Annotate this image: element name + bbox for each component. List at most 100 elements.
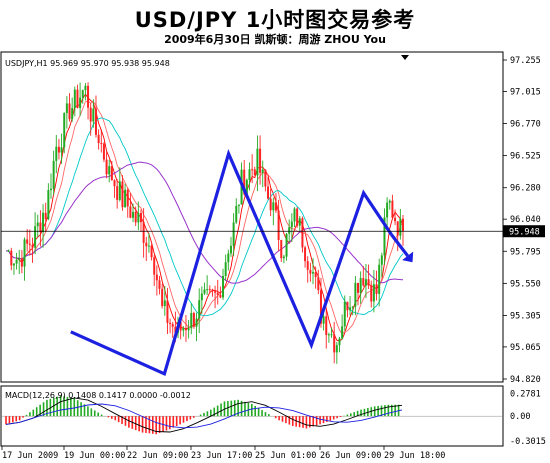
candle-body [71, 108, 74, 120]
macd-histogram-bar [206, 411, 209, 417]
price-tick-label: 96.040 [510, 215, 541, 225]
macd-histogram-bar [326, 416, 328, 422]
macd-histogram-bar [134, 416, 137, 431]
macd-histogram-bar [83, 404, 86, 417]
macd-tick-label: 0.2781 [510, 389, 541, 399]
macd-histogram-bar [42, 402, 45, 417]
macd-histogram-bar [213, 407, 216, 417]
macd-histogram-bar [186, 416, 188, 422]
time-tick-label: 19 Jun 00:00 [64, 451, 125, 461]
candle-body [153, 257, 156, 275]
candle-body [290, 221, 293, 228]
macd-histogram-bar [240, 400, 243, 417]
macd-histogram-bar [138, 416, 140, 432]
macd-histogram-bar [179, 416, 181, 425]
macd-histogram-bar [230, 400, 233, 417]
macd-histogram-bar [387, 404, 390, 417]
macd-histogram-bar [141, 416, 144, 433]
candle-body [200, 293, 203, 301]
macd-histogram-bar [66, 396, 69, 417]
macd-histogram-bar [353, 412, 356, 417]
chart-title: USD/JPY 1小时图交易参考 [134, 8, 416, 32]
candle-body [124, 189, 127, 208]
candle-body [219, 294, 222, 298]
candle-body [97, 134, 100, 144]
candle-body [288, 227, 291, 234]
chart-subtitle: 2009年6月30日 凯斯顿：周游 ZHOU You [164, 33, 386, 46]
macd-histogram-bar [285, 416, 287, 424]
candle-body [166, 300, 169, 323]
time-tick-label: 26 Jun 09:00 [320, 451, 381, 461]
candle-body [380, 255, 383, 265]
candle-body [31, 244, 34, 248]
macd-histogram-bar [360, 409, 362, 417]
macd-histogram-bar [288, 416, 291, 425]
candle-body [229, 245, 232, 254]
candle-body [192, 313, 195, 327]
macd-histogram-bar [394, 404, 396, 417]
macd-histogram-bar [124, 416, 127, 426]
candle-body [68, 103, 71, 120]
candle-body [388, 200, 391, 203]
candle-body [108, 166, 111, 175]
candle-body [76, 89, 79, 108]
candle-body [84, 85, 87, 91]
candle-body [253, 169, 256, 176]
zigzag-arrow-head [402, 251, 414, 263]
macd-histogram-bar [356, 410, 359, 417]
macd-histogram-bar [39, 404, 41, 417]
candle-body [118, 181, 121, 200]
candle-body [243, 169, 246, 195]
candle-body [126, 189, 129, 207]
macd-histogram-bar [8, 416, 11, 424]
candle-body [325, 316, 328, 335]
macd-histogram-bar [15, 416, 18, 422]
macd-histogram-bar [175, 416, 178, 426]
candle-body [338, 338, 341, 346]
candle-body [312, 272, 315, 274]
macd-histogram-bar [87, 406, 89, 417]
macd-histogram-bar [302, 416, 304, 428]
candle-body [129, 206, 132, 218]
candle-body [383, 217, 386, 256]
candle-body [87, 85, 90, 108]
candle-body [248, 169, 251, 180]
candle-body [110, 166, 113, 181]
price-tick-label: 95.550 [510, 279, 541, 289]
macd-histogram-bar [32, 409, 35, 417]
candle-body [23, 239, 26, 267]
candle-body [296, 208, 299, 226]
price-tick-label: 95.795 [510, 247, 541, 257]
candle-body [158, 280, 161, 289]
candle-body [251, 169, 254, 171]
macd-histogram-bar [76, 400, 79, 417]
macd-histogram-bar [158, 416, 161, 433]
candle-body [187, 328, 190, 331]
candle-body [26, 239, 29, 244]
moving-average-line [5, 161, 404, 284]
macd-histogram-bar [227, 401, 229, 417]
candle-body [18, 258, 21, 260]
candle-body [351, 306, 354, 308]
macd-bars: 0.2781 0.00 -0.3015 [1, 389, 546, 447]
macd-histogram-bar [237, 399, 239, 417]
candle-body [150, 245, 153, 258]
candle-body [298, 218, 301, 226]
candle-body [269, 198, 272, 211]
macd-histogram-bar [5, 416, 7, 425]
macd-histogram-bar [52, 397, 55, 417]
candle-body [301, 218, 304, 248]
candle-body [102, 143, 105, 160]
macd-histogram-bar [169, 416, 171, 430]
macd-histogram-bar [295, 416, 297, 427]
candle-body [73, 89, 76, 109]
macd-histogram-bar [281, 416, 284, 422]
macd-histogram-bar [93, 410, 96, 417]
candle-body [317, 277, 320, 291]
macd-histogram-bar [151, 416, 154, 434]
macd-histogram-bar [59, 395, 62, 417]
candle-body [357, 282, 360, 293]
macd-histogram-bar [145, 416, 147, 433]
zigzag-arrow-shaft [390, 233, 409, 257]
macd-histogram-bar [25, 414, 28, 417]
